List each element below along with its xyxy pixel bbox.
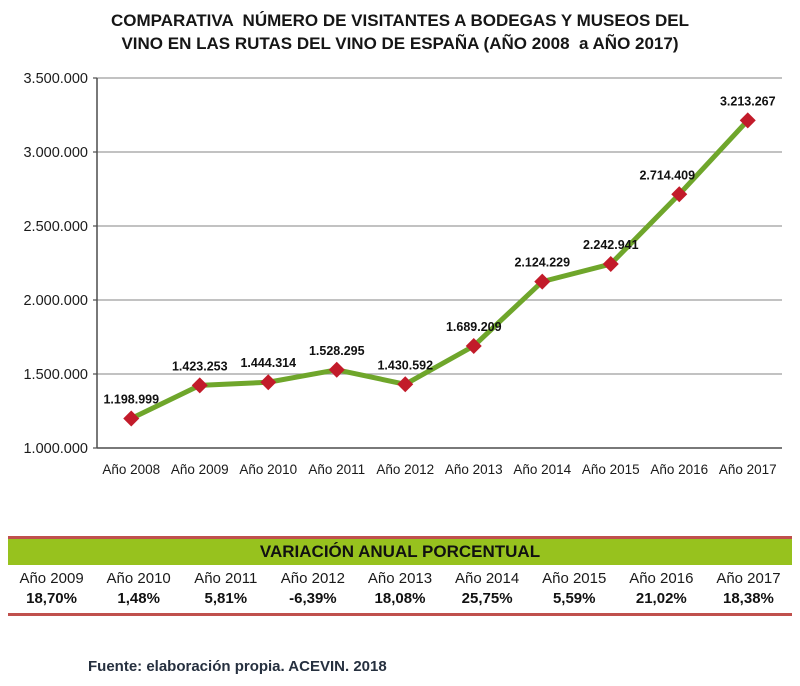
table-cell-percent: 25,75% (461, 590, 513, 607)
y-axis-label: 1.500.000 (23, 367, 88, 383)
data-point-marker (602, 256, 619, 273)
x-axis-label: Año 2016 (650, 462, 708, 477)
x-axis-label: Año 2008 (102, 462, 160, 477)
table-cell-percent: 18,08% (374, 590, 426, 607)
y-axis-label: 2.500.000 (23, 219, 88, 235)
line-series (128, 117, 751, 422)
variation-table-header: VARIACIÓN ANUAL PORCENTUAL (8, 539, 792, 565)
data-point-label: 1.528.295 (309, 344, 365, 358)
data-point-label: 2.242.941 (583, 238, 639, 252)
variation-table: VARIACIÓN ANUAL PORCENTUAL Año 2009 Año 2… (8, 536, 792, 616)
data-point-marker (534, 273, 551, 290)
data-point-label: 1.198.999 (103, 393, 159, 407)
table-cell-year: Año 2017 (716, 570, 781, 587)
data-point-label: 2.124.229 (514, 256, 570, 270)
table-cell-year: Año 2012 (280, 570, 345, 587)
table-cell-percent: 21,02% (635, 590, 687, 607)
data-point-marker (671, 186, 688, 203)
chart-title-line2: VINO EN LAS RUTAS DEL VINO DE ESPAÑA (AÑ… (121, 34, 679, 53)
variation-table-values-row: 18,70% 1,48% 5,81% -6,39% 18,08% 25,75% 5,59% 2… (8, 587, 792, 613)
table-cell-year: Año 2011 (194, 570, 258, 587)
data-point-marker (191, 377, 208, 394)
table-cell-year: Año 2009 (19, 570, 84, 587)
table-cell-year: Año 2015 (542, 570, 607, 587)
data-point-marker (123, 410, 140, 427)
source-note: Fuente: elaboración propia. ACEVIN. 2018 (88, 658, 387, 675)
data-point-marker (397, 376, 414, 393)
data-point-label: 3.213.267 (720, 94, 776, 108)
data-point-label: 1.689.209 (446, 320, 502, 334)
data-point-label: 2.714.409 (639, 168, 695, 182)
y-axis-label: 3.500.000 (23, 71, 88, 87)
table-cell-year: Año 2010 (106, 570, 171, 587)
table-cell-percent: 1,48% (117, 590, 160, 607)
y-axis-label: 2.000.000 (23, 293, 88, 309)
x-axis-label: Año 2017 (719, 462, 777, 477)
variation-table-years-row: Año 2009 Año 2010 Año 2011 Año 2012 Año 2013… (8, 565, 792, 587)
x-axis-label: Año 2012 (376, 462, 434, 477)
table-cell-year: Año 2013 (367, 570, 433, 587)
x-axis-label: Año 2011 (308, 462, 365, 477)
chart-title-line1: COMPARATIVA NÚMERO DE VISITANTES A BODEG… (110, 11, 690, 30)
y-axis-label: 1.000.000 (23, 441, 88, 457)
table-cell-percent: 5,81% (204, 590, 248, 607)
table-cell-percent: 18,38% (723, 590, 774, 607)
table-cell-percent: -6,39% (289, 590, 337, 607)
visitors-line-chart: 1.000.000 1.500.000 2.000.000 2.500.000 3.00… (23, 71, 782, 477)
x-axis-label: Año 2013 (445, 462, 503, 477)
data-point-marker (260, 374, 277, 391)
table-cell-year: Año 2014 (454, 570, 520, 587)
x-axis-label: Año 2014 (513, 462, 571, 477)
data-point-marker (328, 361, 345, 378)
chart-title: COMPARATIVA NÚMERO DE VISITANTES A BODEG… (0, 9, 800, 55)
x-axis-label: Año 2009 (171, 462, 229, 477)
data-point-label: 1.430.592 (377, 358, 433, 372)
y-axis-label: 3.000.000 (23, 145, 88, 161)
data-point-marker (465, 337, 482, 354)
table-cell-percent: 5,59% (552, 590, 596, 607)
x-axis-label: Año 2010 (239, 462, 297, 477)
data-point-marker (739, 112, 756, 129)
table-cell-percent: 18,70% (26, 590, 77, 607)
table-cell-year: Año 2016 (629, 570, 694, 587)
x-axis-label: Año 2015 (582, 462, 640, 477)
data-point-label: 1.423.253 (172, 359, 228, 373)
data-point-label: 1.444.314 (240, 356, 296, 370)
